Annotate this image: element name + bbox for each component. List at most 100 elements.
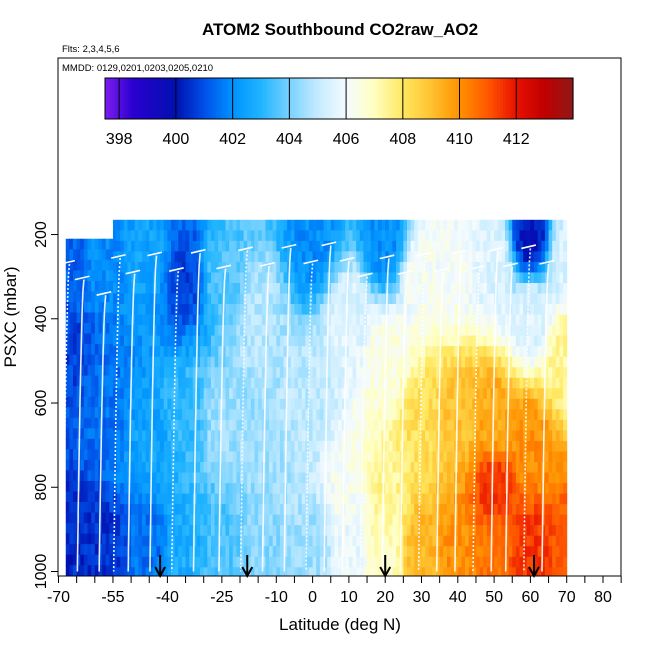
heatmap-cell — [526, 367, 531, 379]
heatmap-cell — [504, 293, 510, 305]
heatmap-cell — [69, 428, 74, 440]
heatmap-cell — [73, 344, 78, 356]
heatmap-cell — [323, 556, 328, 568]
heatmap-cell — [330, 335, 335, 347]
heatmap-cell — [221, 356, 226, 368]
colorbar-segment — [394, 78, 399, 119]
heatmap-cell — [290, 567, 295, 577]
heatmap-cell — [236, 514, 241, 526]
heatmap-cell — [338, 398, 343, 410]
heatmap-cell — [134, 367, 139, 379]
heatmap-cell — [370, 251, 375, 263]
heatmap-cell — [221, 219, 226, 231]
heatmap-cell — [468, 398, 473, 410]
heatmap-cell — [91, 417, 96, 429]
heatmap-cell — [301, 377, 306, 389]
heatmap-cell — [519, 409, 524, 421]
heatmap-cell — [200, 430, 205, 442]
heatmap-cell — [272, 293, 277, 305]
heatmap-cell — [356, 377, 361, 389]
heatmap-cell — [141, 504, 147, 516]
heatmap-cell — [221, 567, 226, 577]
heatmap-cell — [534, 251, 539, 263]
heatmap-cell — [526, 440, 531, 452]
colorbar-segment — [362, 78, 366, 119]
heatmap-cell — [537, 293, 542, 305]
heatmap-cell — [552, 440, 557, 452]
heatmap-cell — [479, 367, 484, 379]
heatmap-cell — [210, 335, 216, 347]
heatmap-cell — [91, 291, 96, 303]
heatmap-cell — [243, 472, 248, 484]
heatmap-cell — [563, 430, 568, 442]
heatmap-cell — [559, 461, 564, 474]
heatmap-cell — [425, 567, 430, 577]
heatmap-cell — [207, 230, 212, 242]
heatmap-cell — [385, 556, 390, 568]
heatmap-cell — [457, 325, 462, 337]
heatmap-cell — [134, 272, 139, 284]
heatmap-cell — [367, 514, 372, 526]
heatmap-cell — [225, 251, 230, 263]
heatmap-cell — [160, 504, 165, 516]
heatmap-cell — [250, 556, 256, 568]
heatmap-cell — [102, 565, 107, 577]
heatmap-cell — [526, 525, 531, 537]
heatmap-cell — [319, 261, 324, 273]
colorbar-segment — [145, 78, 150, 119]
heatmap-cell — [421, 388, 426, 400]
heatmap-cell — [457, 377, 462, 389]
heatmap-cell — [185, 493, 190, 505]
heatmap-cell — [341, 293, 346, 305]
heatmap-cell — [483, 356, 488, 368]
heatmap-cell — [472, 251, 477, 263]
heatmap-cell — [123, 388, 128, 400]
heatmap-cell — [548, 546, 553, 558]
heatmap-cell — [131, 483, 136, 495]
heatmap-cell — [377, 251, 383, 263]
heatmap-cell — [279, 219, 285, 231]
heatmap-cell — [123, 335, 128, 347]
heatmap-cell — [483, 304, 488, 316]
heatmap-cell — [403, 451, 408, 463]
heatmap-cell — [152, 514, 158, 526]
heatmap-cell — [305, 325, 310, 337]
heatmap-cell — [80, 544, 85, 556]
heatmap-cell — [131, 461, 136, 474]
heatmap-cell — [523, 240, 528, 252]
heatmap-cell — [290, 272, 295, 284]
heatmap-cell — [229, 430, 234, 442]
heatmap-cell — [446, 272, 452, 284]
heatmap-cell — [439, 356, 444, 368]
heatmap-cell — [374, 219, 379, 231]
heatmap-cell — [396, 251, 401, 263]
heatmap-cell — [156, 261, 161, 273]
flight-profile-line — [472, 269, 481, 572]
heatmap-cell — [279, 388, 285, 400]
heatmap-cell — [123, 251, 128, 263]
colorbar-segment — [166, 78, 170, 119]
heatmap-cell — [243, 325, 248, 337]
heatmap-cell — [243, 409, 248, 421]
heatmap-cell — [98, 291, 103, 303]
heatmap-cell — [218, 525, 223, 537]
heatmap-cell — [141, 282, 147, 295]
heatmap-cell — [232, 398, 237, 410]
heatmap-cell — [272, 240, 277, 252]
heatmap-cell — [530, 451, 535, 463]
heatmap-cell — [73, 533, 78, 545]
heatmap-cell — [417, 388, 422, 400]
heatmap-cell — [367, 346, 372, 358]
heatmap-cell — [171, 314, 176, 326]
heatmap-cell — [363, 483, 368, 495]
heatmap-cell — [218, 367, 223, 379]
heatmap-cell — [254, 293, 259, 305]
heatmap-cell — [461, 219, 466, 231]
flight-level-segment — [281, 243, 297, 249]
heatmap-cell — [396, 388, 401, 400]
chart-title: ATOM2 Southbound CO2raw_AO2 — [202, 20, 478, 39]
heatmap-cell — [163, 493, 168, 505]
heatmap-cell — [240, 451, 245, 463]
heatmap-cell — [218, 419, 223, 431]
flight-level-segment — [147, 251, 163, 257]
